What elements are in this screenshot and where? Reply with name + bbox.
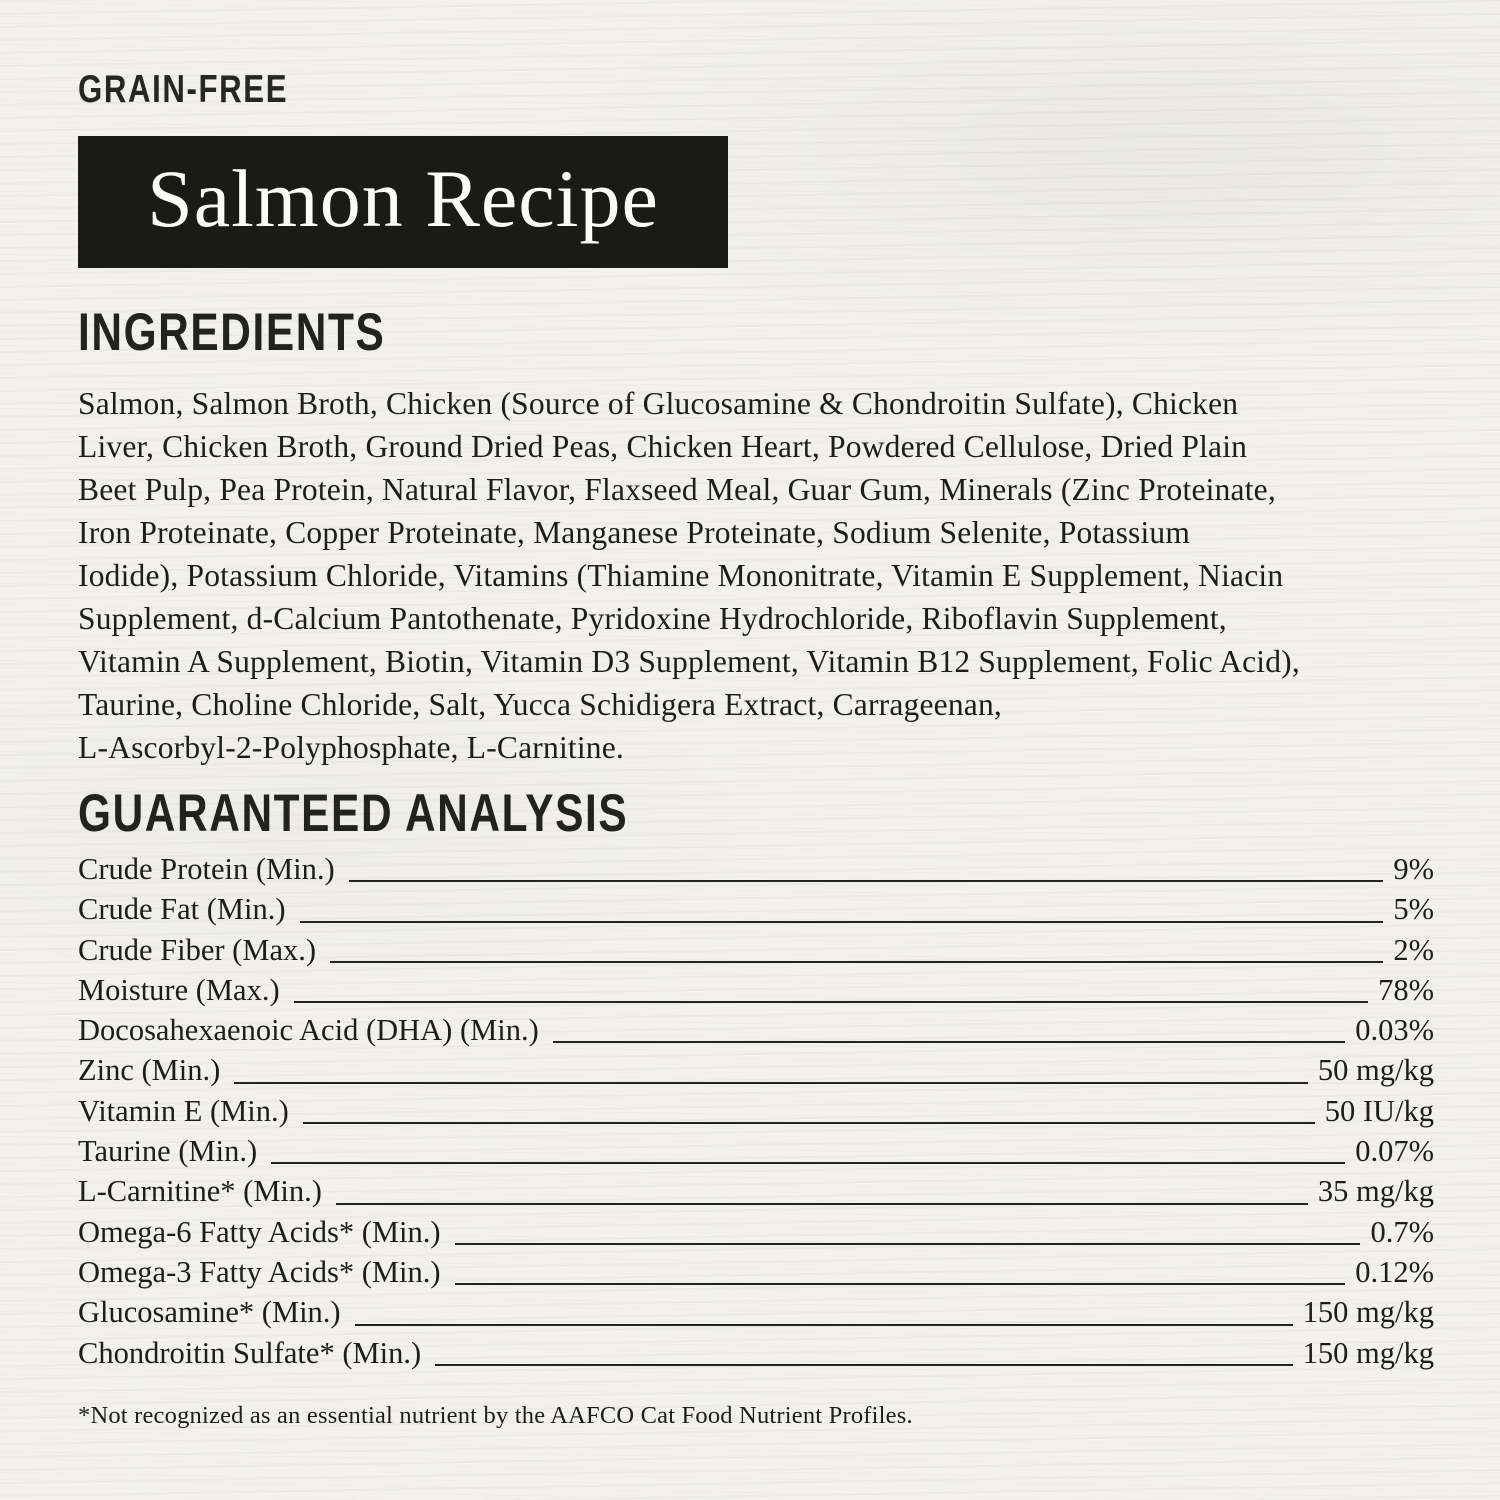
- analysis-row: L-Carnitine* (Min.) 35 mg/kg: [78, 1171, 1434, 1211]
- analysis-row: Docosahexaenoic Acid (DHA) (Min.) 0.03%: [78, 1010, 1434, 1050]
- analysis-leader-line: [354, 1323, 1293, 1326]
- analysis-row: Crude Protein (Min.) 9%: [78, 849, 1434, 889]
- analysis-row-label: L-Carnitine* (Min.): [78, 1174, 322, 1209]
- analysis-row-label: Chondroitin Sulfate* (Min.): [78, 1335, 422, 1370]
- analysis-row-value: 150 mg/kg: [1302, 1295, 1434, 1330]
- analysis-leader-line: [435, 1363, 1293, 1366]
- analysis-row-value: 0.7%: [1370, 1214, 1434, 1249]
- ingredient-line: Iron Proteinate, Copper Proteinate, Mang…: [78, 515, 1191, 550]
- analysis-row-value: 9%: [1393, 852, 1434, 886]
- analysis-row-label: Omega-3 Fatty Acids* (Min.): [78, 1254, 441, 1289]
- analysis-row-value: 78%: [1378, 972, 1434, 1007]
- analysis-row-label: Vitamin E (Min.): [78, 1093, 289, 1128]
- recipe-title-box: Salmon Recipe: [78, 136, 728, 268]
- analysis-leader-line: [454, 1242, 1361, 1245]
- analysis-row-value: 50 IU/kg: [1324, 1093, 1434, 1128]
- analysis-leader-line: [293, 1001, 1369, 1004]
- analysis-leader-line: [454, 1283, 1346, 1286]
- ingredient-line: Salmon, Salmon Broth, Chicken (Source of…: [78, 386, 1239, 421]
- analysis-leader-line: [234, 1081, 1308, 1084]
- analysis-row-label: Moisture (Max.): [78, 972, 280, 1007]
- analysis-row: Omega-3 Fatty Acids* (Min.) 0.12%: [78, 1252, 1434, 1292]
- guaranteed-analysis-heading-text: GUARANTEED ANALYSIS: [78, 784, 629, 843]
- analysis-row-value: 50 mg/kg: [1317, 1053, 1434, 1088]
- analysis-row-label: Glucosamine* (Min.): [78, 1295, 341, 1330]
- ingredient-line: L-Ascorbyl-2-Polyphosphate, L-Carnitine.: [78, 730, 625, 765]
- label-content: GRAIN-FREE Salmon Recipe INGREDIENTS Sal…: [0, 70, 1500, 1431]
- recipe-title: Salmon Recipe: [147, 153, 659, 244]
- analysis-row-label: Docosahexaenoic Acid (DHA) (Min.): [78, 1013, 539, 1048]
- analysis-row-label: Crude Fiber (Max.): [78, 932, 317, 967]
- ingredient-line: Taurine, Choline Chloride, Salt, Yucca S…: [78, 687, 1003, 722]
- aafco-footnote: *Not recognized as an essential nutrient…: [78, 1401, 913, 1429]
- analysis-row-value: 0.12%: [1355, 1254, 1434, 1289]
- analysis-row: Omega-6 Fatty Acids* (Min.) 0.7%: [78, 1212, 1434, 1252]
- analysis-row: Chondroitin Sulfate* (Min.) 150 mg/kg: [78, 1333, 1434, 1373]
- ingredients-heading: INGREDIENTS: [78, 306, 1434, 360]
- analysis-row-value: 5%: [1393, 892, 1434, 927]
- analysis-leader-line: [348, 880, 1384, 883]
- analysis-row-value: 2%: [1393, 932, 1434, 967]
- analysis-row: Zinc (Min.) 50 mg/kg: [78, 1050, 1434, 1090]
- analysis-leader-line: [335, 1202, 1308, 1205]
- analysis-row-label: Taurine (Min.): [78, 1134, 258, 1169]
- analysis-row-value: 35 mg/kg: [1317, 1174, 1434, 1209]
- ingredient-line: Beet Pulp, Pea Protein, Natural Flavor, …: [78, 472, 1276, 507]
- ingredients-heading-text: INGREDIENTS: [78, 303, 386, 362]
- analysis-leader-line: [299, 920, 1384, 923]
- ingredient-line: Iodide), Potassium Chloride, Vitamins (T…: [78, 558, 1284, 593]
- analysis-leader-line: [271, 1162, 1346, 1165]
- analysis-leader-line: [552, 1041, 1346, 1044]
- analysis-row-label: Crude Protein (Min.): [78, 852, 335, 886]
- analysis-row-label: Zinc (Min.): [78, 1053, 221, 1088]
- analysis-row-value: 0.03%: [1355, 1013, 1434, 1048]
- ingredient-line: Vitamin A Supplement, Biotin, Vitamin D3…: [78, 644, 1300, 679]
- ingredient-line: Liver, Chicken Broth, Ground Dried Peas,…: [78, 429, 1248, 464]
- analysis-row: Crude Fiber (Max.) 2%: [78, 930, 1434, 970]
- analysis-row: Crude Fat (Min.) 5%: [78, 889, 1434, 929]
- grain-free-label: GRAIN-FREE: [78, 70, 1434, 110]
- analysis-row: Taurine (Min.) 0.07%: [78, 1131, 1434, 1171]
- analysis-row: Glucosamine* (Min.) 150 mg/kg: [78, 1292, 1434, 1332]
- analysis-row-label: Omega-6 Fatty Acids* (Min.): [78, 1214, 441, 1249]
- ingredient-line: Supplement, d-Calcium Pantothenate, Pyri…: [78, 601, 1227, 636]
- analysis-row: Moisture (Max.) 78%: [78, 970, 1434, 1010]
- analysis-row-value: 0.07%: [1355, 1134, 1434, 1169]
- ingredients-paragraph: Salmon, Salmon Broth, Chicken (Source of…: [78, 382, 1434, 769]
- guaranteed-analysis-heading: GUARANTEED ANALYSIS: [78, 787, 1434, 841]
- guaranteed-analysis-table: Crude Protein (Min.) 9% Crude Fat (Min.)…: [78, 849, 1434, 1373]
- analysis-row: Vitamin E (Min.) 50 IU/kg: [78, 1091, 1434, 1131]
- analysis-leader-line: [302, 1122, 1315, 1125]
- grain-free-text: GRAIN-FREE: [78, 68, 289, 111]
- analysis-row-value: 150 mg/kg: [1302, 1335, 1434, 1370]
- analysis-leader-line: [330, 960, 1384, 963]
- analysis-row-label: Crude Fat (Min.): [78, 892, 286, 927]
